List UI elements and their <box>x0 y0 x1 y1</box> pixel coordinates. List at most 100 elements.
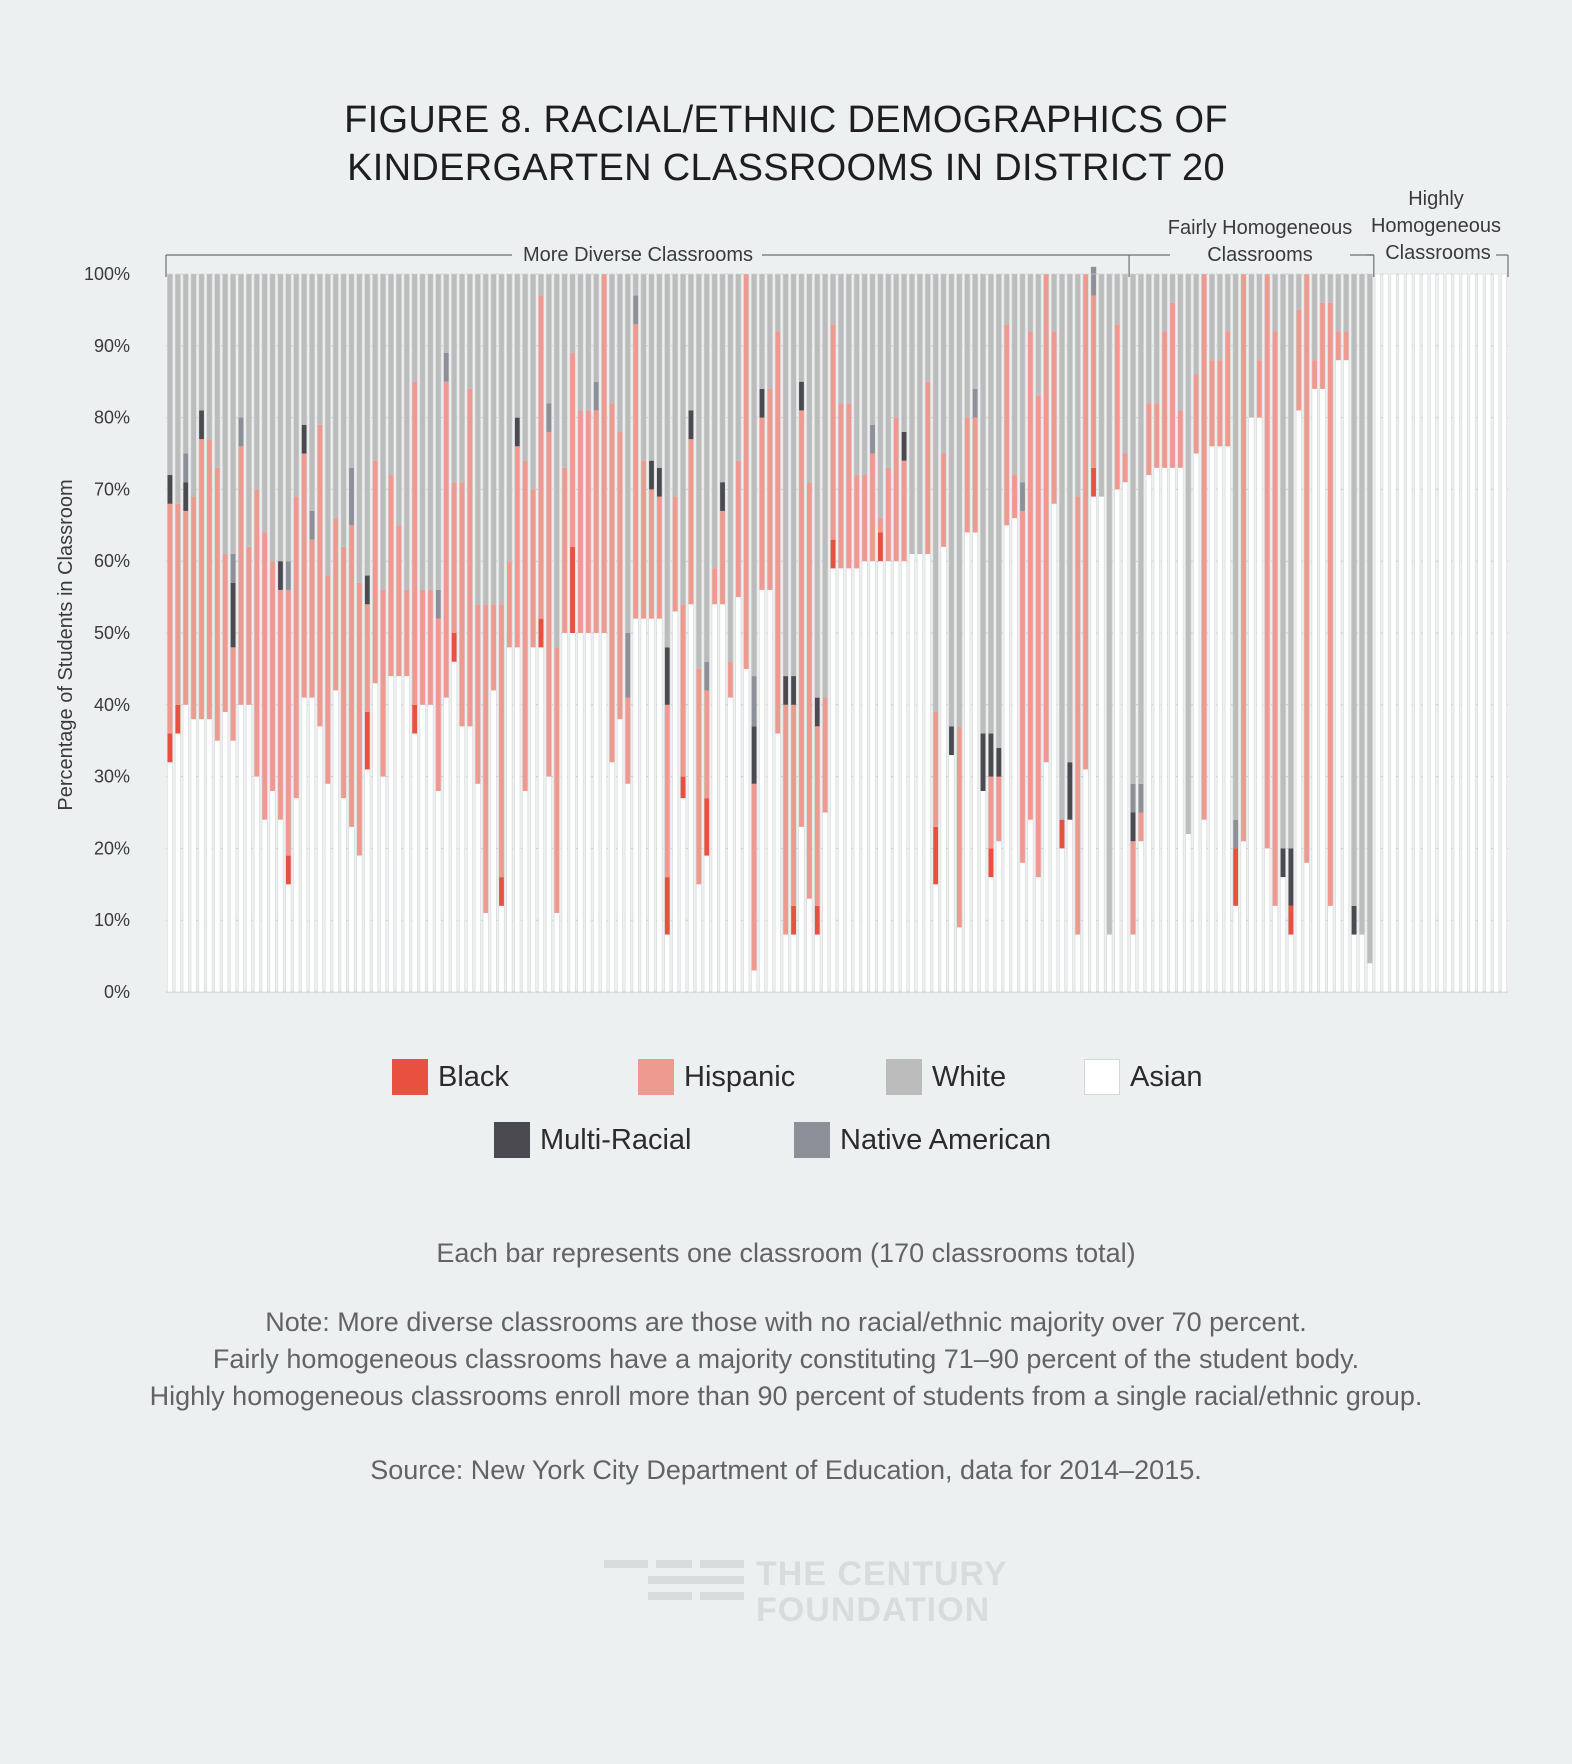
bar-segment-white <box>340 274 347 547</box>
bar-segment-multi-racial <box>364 575 370 605</box>
classroom-bar <box>466 273 473 993</box>
bar-segment-asian <box>1193 453 1199 992</box>
bar-segment-asian <box>1311 388 1318 992</box>
bar-segment-white <box>435 274 442 590</box>
bar-outline <box>656 273 663 993</box>
bar-segment-white <box>1351 274 1357 906</box>
bar-outline <box>1193 273 1200 993</box>
bracket-label-highly-line-1: Highly <box>1408 188 1464 210</box>
bar-segment-multi-racial <box>759 388 765 418</box>
bar-segment-asian <box>956 927 963 992</box>
bar-segment-white <box>1225 274 1231 332</box>
bar-segment-white <box>846 274 852 404</box>
bar-segment-asian <box>380 776 386 992</box>
bar-segment-asian <box>364 769 370 992</box>
bar-segment-asian <box>909 554 915 992</box>
bar-segment-white <box>656 274 663 468</box>
classroom-bar <box>1090 266 1097 993</box>
bar-outline <box>719 273 726 993</box>
classroom-bar <box>1058 273 1065 993</box>
legend-label-multi-racial: Multi-Racial <box>540 1123 692 1156</box>
bar-segment-white <box>364 274 370 576</box>
classroom-bar <box>553 273 560 993</box>
bar-outline <box>277 273 284 993</box>
bar-outline <box>427 273 434 993</box>
classroom-bar <box>1019 273 1026 993</box>
bar-segment-hispanic <box>1004 324 1010 526</box>
bar-segment-black <box>877 532 884 562</box>
legend-swatch-hispanic <box>638 1059 674 1095</box>
bar-segment-hispanic <box>1075 496 1081 935</box>
classroom-bar <box>695 273 702 993</box>
legend-swatch-native-american <box>794 1122 830 1158</box>
bar-segment-white <box>1004 274 1010 325</box>
bar-segment-native-american <box>1090 266 1097 296</box>
bar-segment-asian <box>1477 274 1484 992</box>
bar-outline <box>901 273 908 993</box>
bar-segment-multi-racial <box>167 475 173 504</box>
bar-segment-white <box>1311 274 1318 361</box>
bar-outline <box>372 273 379 993</box>
classroom-bar <box>206 273 213 993</box>
bar-segment-hispanic <box>167 503 173 734</box>
classroom-bar <box>387 273 394 993</box>
bar-segment-hispanic <box>861 475 868 562</box>
bar-outline <box>790 273 797 993</box>
bar-outline <box>490 273 497 993</box>
bar-segment-asian <box>775 733 781 992</box>
bar-segment-white <box>333 274 339 519</box>
y-tick-label: 30% <box>94 767 130 787</box>
classroom-bar <box>238 273 244 993</box>
classroom-bar <box>427 273 434 993</box>
bar-segment-black <box>1288 905 1294 935</box>
bar-segment-asian <box>214 740 220 992</box>
bar-segment-white <box>609 274 615 404</box>
bar-segment-asian <box>246 704 252 992</box>
bar-segment-native-american <box>309 510 315 540</box>
classroom-bar <box>222 273 229 993</box>
bar-segment-asian <box>609 762 615 992</box>
bar-segment-hispanic <box>1011 475 1018 519</box>
bar-outline <box>1248 273 1255 993</box>
bracket-label-highly-line-3: Classrooms <box>1385 242 1491 264</box>
bar-segment-hispanic <box>309 539 315 698</box>
classroom-bar <box>601 273 608 993</box>
bar-segment-white <box>1288 274 1294 849</box>
bar-segment-white <box>261 274 268 533</box>
bar-segment-asian <box>190 719 197 992</box>
bar-outline <box>609 273 616 993</box>
classroom-bar <box>853 273 860 993</box>
bar-segment-asian <box>483 913 489 992</box>
classroom-bar <box>1453 273 1460 993</box>
bar-segment-asian <box>1098 496 1105 992</box>
bracket-label-more-diverse: More Diverse Classrooms <box>523 244 753 266</box>
bar-segment-hispanic <box>585 410 592 633</box>
bar-segment-hispanic <box>869 453 876 562</box>
bar-outline <box>980 273 987 993</box>
classroom-bar <box>1201 273 1208 993</box>
bar-segment-hispanic <box>996 776 1002 842</box>
bar-segment-asian <box>451 661 457 992</box>
bar-segment-white <box>1217 274 1223 361</box>
bar-segment-asian <box>175 733 181 992</box>
bar-segment-native-american <box>348 467 355 526</box>
bar-segment-white <box>956 274 963 727</box>
bar-segment-native-american <box>593 381 599 411</box>
bar-segment-white <box>869 274 876 425</box>
bar-segment-native-american <box>751 676 757 727</box>
bar-outline <box>1185 273 1192 993</box>
bar-outline <box>1153 273 1160 993</box>
legend-swatch-asian <box>1084 1059 1120 1095</box>
bar-segment-asian <box>893 561 899 992</box>
bar-segment-hispanic <box>230 647 236 741</box>
bar-segment-asian <box>1382 274 1389 992</box>
classroom-bar <box>356 273 363 993</box>
classroom-bar <box>624 273 631 993</box>
bar-segment-white <box>404 274 410 590</box>
classroom-bar <box>1145 273 1152 993</box>
bar-outline <box>1058 273 1065 993</box>
classroom-bar <box>822 273 829 993</box>
legend-label-native-american: Native American <box>840 1123 1052 1156</box>
chart-title-line-1: FIGURE 8. RACIAL/ETHNIC DEMOGRAPHICS OF <box>344 99 1228 141</box>
bar-outline <box>1406 273 1413 993</box>
